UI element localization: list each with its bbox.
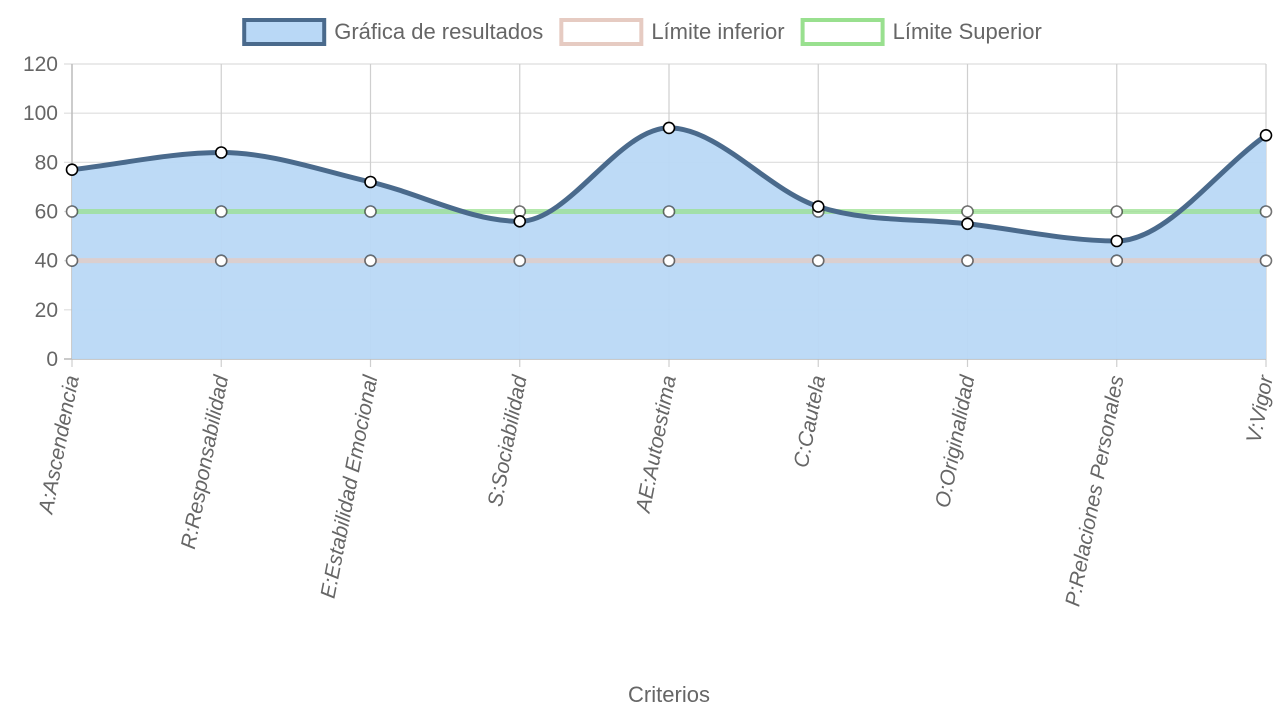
x-tick-label: A:Ascendencia bbox=[34, 374, 84, 518]
x-tick-label: R:Responsabilidad bbox=[177, 372, 233, 551]
data-point[interactable] bbox=[364, 205, 377, 218]
legend[interactable]: Gráfica de resultados Límite inferior Lími… bbox=[242, 18, 1042, 46]
data-point[interactable] bbox=[1110, 234, 1124, 248]
x-tick-label: AE:Autoestima bbox=[631, 374, 680, 517]
x-tick-label: C:Cautela bbox=[790, 374, 830, 470]
x-tick-label: E:Estabilidad Emocional bbox=[317, 372, 383, 600]
data-point[interactable] bbox=[1110, 254, 1124, 267]
y-tick-label: 60 bbox=[35, 201, 58, 224]
data-point[interactable] bbox=[214, 254, 228, 267]
x-tick-label: P:Relaciones Personales bbox=[1061, 373, 1128, 608]
data-point[interactable] bbox=[214, 146, 228, 159]
x-axis: A:Ascendencia R:Responsabilidad E:Estabili… bbox=[34, 372, 1274, 608]
y-tick-label: 120 bbox=[23, 53, 58, 76]
y-tick-label: 40 bbox=[35, 250, 58, 273]
x-axis-title: Criterios bbox=[628, 682, 710, 707]
data-point[interactable] bbox=[662, 205, 676, 218]
legend-item[interactable]: Límite Superior bbox=[800, 18, 1042, 46]
data-point[interactable] bbox=[811, 200, 825, 213]
data-point[interactable] bbox=[662, 121, 676, 135]
data-point[interactable] bbox=[65, 254, 79, 267]
legend-swatch bbox=[559, 18, 644, 46]
data-point[interactable] bbox=[1259, 254, 1273, 267]
data-point[interactable] bbox=[364, 175, 377, 189]
data-point[interactable] bbox=[961, 217, 974, 231]
legend-label: Límite Superior bbox=[893, 19, 1042, 44]
y-tick-label: 80 bbox=[35, 151, 58, 174]
data-point[interactable] bbox=[662, 254, 676, 267]
legend-label: Gráfica de resultados bbox=[334, 19, 543, 44]
x-tick-label: V:Vigor bbox=[1242, 373, 1274, 445]
data-point[interactable] bbox=[65, 205, 79, 218]
data-point[interactable] bbox=[513, 215, 527, 228]
y-tick-label: 0 bbox=[46, 348, 58, 371]
data-point[interactable] bbox=[513, 254, 527, 267]
data-point[interactable] bbox=[961, 205, 974, 218]
x-tick-label: S:Sociabilidad bbox=[484, 372, 532, 508]
legend-swatch bbox=[800, 18, 885, 46]
y-axis: 0 20 40 60 80 100 120 bbox=[23, 53, 58, 371]
data-point[interactable] bbox=[1259, 205, 1273, 218]
y-tick-label: 100 bbox=[23, 102, 58, 125]
data-points[interactable] bbox=[65, 121, 1273, 267]
y-tick-label: 20 bbox=[35, 299, 58, 322]
data-point[interactable] bbox=[961, 254, 974, 267]
data-point[interactable] bbox=[364, 254, 377, 267]
data-point[interactable] bbox=[1110, 205, 1124, 218]
legend-label: Límite inferior bbox=[651, 19, 784, 44]
legend-item[interactable]: Gráfica de resultados bbox=[242, 18, 543, 46]
x-tick-label: O:Originalidad bbox=[931, 372, 979, 509]
data-point[interactable] bbox=[65, 163, 79, 177]
legend-swatch bbox=[242, 18, 327, 46]
data-point[interactable] bbox=[811, 254, 825, 267]
data-point[interactable] bbox=[1259, 128, 1273, 142]
data-point[interactable] bbox=[214, 205, 228, 218]
legend-item[interactable]: Límite inferior bbox=[559, 18, 785, 46]
